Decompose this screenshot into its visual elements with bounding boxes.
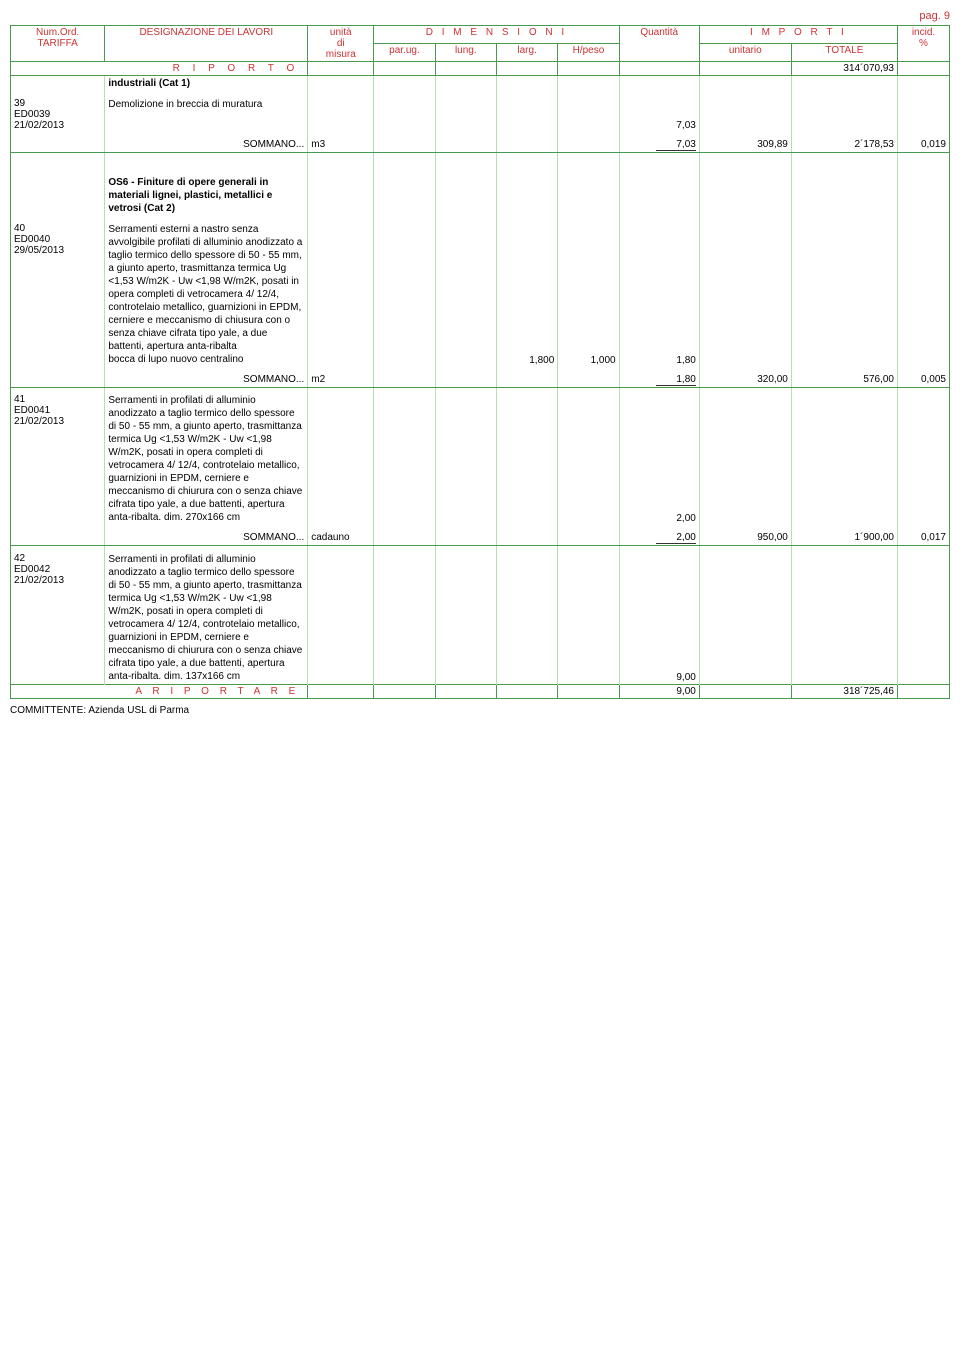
row-code: ED0039 [14, 109, 50, 120]
sommano-row: SOMMANO... cadauno 2,00 950,00 1´900,00 … [11, 531, 950, 546]
sommano-unit: m3 [308, 138, 374, 153]
sommano-unit: m2 [308, 373, 374, 388]
a-riportare-qty: 9,00 [619, 684, 699, 698]
row-num-cell: 39 ED0039 21/02/2013 [11, 97, 105, 132]
row-date: 21/02/2013 [14, 416, 64, 427]
sommano-unitprice: 950,00 [699, 531, 791, 546]
row-num: 42 [14, 553, 25, 564]
row-date: 21/02/2013 [14, 575, 64, 586]
row-num-cell: 42 ED0042 21/02/2013 [11, 552, 105, 685]
row-num: 40 [14, 223, 25, 234]
row-num: 41 [14, 394, 25, 405]
sommano-qty: 1,80 [619, 373, 699, 388]
hdr-lung: lung. [435, 44, 496, 62]
hdr-desc: DESIGNAZIONE DEI LAVORI [105, 26, 308, 62]
row-desc: Serramenti esterni a nastro senza avvolg… [105, 222, 308, 367]
spacer-row [11, 153, 950, 175]
a-riportare-label: A R I P O R T A R E [11, 684, 308, 698]
sommano-label: SOMMANO... [105, 373, 308, 388]
header-row-1: Num.Ord. TARIFFA DESIGNAZIONE DEI LAVORI… [11, 26, 950, 44]
hdr-num: Num.Ord. TARIFFA [11, 26, 105, 62]
hdr-dimensioni: D I M E N S I O N I [374, 26, 619, 44]
sommano-qty: 7,03 [619, 138, 699, 153]
page-container: pag. 9 Num.Ord. TARIFFA DESIGNAZIONE DEI… [10, 10, 950, 716]
row-num-cell: 40 ED0040 29/05/2013 [11, 222, 105, 367]
category-label: industriali (Cat 1) [105, 76, 308, 92]
row-date: 21/02/2013 [14, 120, 64, 131]
row-qty: 1,80 [619, 222, 699, 367]
sommano-row: SOMMANO... m3 7,03 309,89 2´178,53 0,019 [11, 138, 950, 153]
row-desc: Serramenti in profilati di alluminio ano… [105, 393, 308, 525]
sommano-label: SOMMANO... [105, 531, 308, 546]
sommano-incid: 0,017 [898, 531, 950, 546]
sommano-incid: 0,005 [898, 373, 950, 388]
hdr-importi: I M P O R T I [699, 26, 897, 44]
hdr-totale: TOTALE [791, 44, 897, 62]
sommano-unit: cadauno [308, 531, 374, 546]
riporto-label: R I P O R T O [11, 62, 308, 76]
a-riportare-row: A R I P O R T A R E 9,00 318´725,46 [11, 684, 950, 698]
sommano-row: SOMMANO... m2 1,80 320,00 576,00 0,005 [11, 373, 950, 388]
a-riportare-totale: 318´725,46 [791, 684, 897, 698]
row-qty: 7,03 [619, 97, 699, 132]
sommano-total: 2´178,53 [791, 138, 897, 153]
sommano-label: SOMMANO... [105, 138, 308, 153]
row-code: ED0042 [14, 564, 50, 575]
hdr-incid: incid. % [898, 26, 950, 62]
hdr-larg: larg. [496, 44, 557, 62]
row-num: 39 [14, 98, 25, 109]
sommano-incid: 0,019 [898, 138, 950, 153]
row-hpeso: 1,000 [558, 222, 619, 367]
row-desc: Serramenti in profilati di alluminio ano… [105, 552, 308, 685]
row-code: ED0040 [14, 234, 50, 245]
hdr-unit: unità di misura [308, 26, 374, 62]
category-label: OS6 - Finiture di opere generali in mate… [105, 175, 308, 216]
row-larg: 1,800 [496, 222, 557, 367]
table-row: 42 ED0042 21/02/2013 Serramenti in profi… [11, 552, 950, 685]
sommano-total: 576,00 [791, 373, 897, 388]
sommano-total: 1´900,00 [791, 531, 897, 546]
row-desc: Demolizione in breccia di muratura [105, 97, 308, 132]
row-code: ED0041 [14, 405, 50, 416]
table-row: OS6 - Finiture di opere generali in mate… [11, 175, 950, 216]
main-table: Num.Ord. TARIFFA DESIGNAZIONE DEI LAVORI… [10, 25, 950, 699]
hdr-hpeso: H/peso [558, 44, 619, 62]
table-row: industriali (Cat 1) [11, 76, 950, 92]
table-row: 41 ED0041 21/02/2013 Serramenti in profi… [11, 393, 950, 525]
sommano-qty: 2,00 [619, 531, 699, 546]
riporto-row: R I P O R T O 314´070,93 [11, 62, 950, 76]
row-num-cell: 41 ED0041 21/02/2013 [11, 393, 105, 525]
table-row: 39 ED0039 21/02/2013 Demolizione in brec… [11, 97, 950, 132]
hdr-unitario: unitario [699, 44, 791, 62]
sommano-unitprice: 320,00 [699, 373, 791, 388]
row-qty: 2,00 [619, 393, 699, 525]
row-date: 29/05/2013 [14, 245, 64, 256]
hdr-qty: Quantità [619, 26, 699, 62]
page-number: pag. 9 [10, 10, 950, 22]
sommano-unitprice: 309,89 [699, 138, 791, 153]
table-row: 40 ED0040 29/05/2013 Serramenti esterni … [11, 222, 950, 367]
riporto-totale: 314´070,93 [791, 62, 897, 76]
row-qty: 9,00 [619, 552, 699, 685]
committente-label: COMMITTENTE: Azienda USL di Parma [10, 705, 950, 716]
hdr-parug: par.ug. [374, 44, 435, 62]
